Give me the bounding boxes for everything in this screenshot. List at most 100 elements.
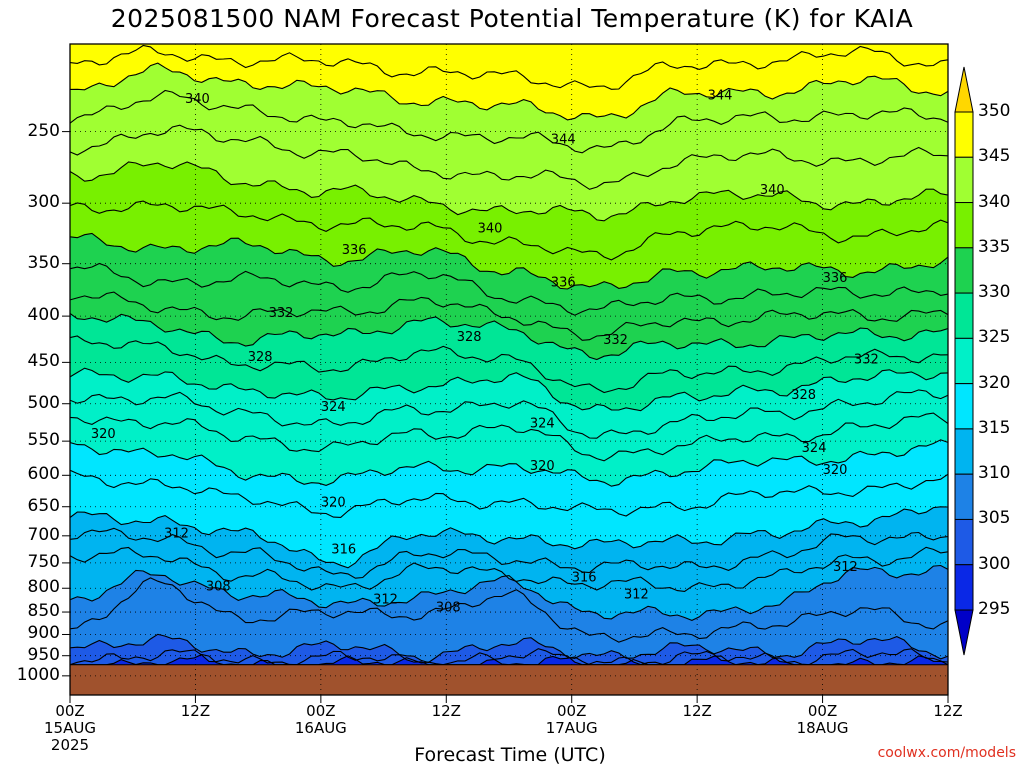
contour-label: 336 [342,243,367,258]
x-tick-line: 00Z [807,702,838,720]
colorbar-box-300 [954,518,974,566]
colorbar-box-325 [954,292,974,339]
isentrope-330 [70,313,948,361]
contour-label: 336 [551,275,576,290]
x-tick-line: 00Z [306,702,336,720]
colorbar-label: 335 [978,236,1011,257]
colorbar-top-arrow [954,66,974,113]
isentrope-328 [70,335,948,394]
isentrope-306 [70,633,948,664]
colorbar-label: 300 [978,553,1011,574]
contour-label: 324 [530,417,555,432]
isentrope-316 [70,506,948,569]
isentrope-344 [70,89,948,154]
contour-label: 336 [823,271,848,286]
isentrope-340 [70,161,948,222]
colorbar-box-305 [954,473,974,520]
isentrope-332 [70,291,948,341]
credit-link[interactable]: coolwx.com/models [877,745,1016,761]
x-tick-line: 00Z [55,702,85,720]
contour-label: 320 [91,427,116,442]
y-tick-label: 800 [27,577,60,598]
y-tick-label: 550 [27,430,60,451]
colorbar-bottom-arrow [954,609,974,656]
x-tick-label: 00Z 17AUG [532,703,612,737]
x-tick-line: 2025 [50,736,90,754]
colorbar-box-310 [954,428,974,475]
colorbar-box-315 [954,383,974,430]
x-tick-label: 00Z 16AUG [281,703,361,737]
colorbar-box-320 [954,337,974,385]
y-tick-label: 900 [27,623,60,644]
contour-label: 312 [833,560,858,575]
isentrope-318 [70,469,948,518]
colorbar-label: 340 [978,191,1011,212]
x-tick-label: 12Z [918,703,978,720]
y-tick-label: 750 [27,551,60,572]
y-tick-label: 700 [27,524,60,545]
contour-label: 328 [791,388,816,403]
x-tick-label: 00Z 15AUG 2025 [40,703,100,754]
x-tick-line: 00Z [557,702,587,720]
colorbar-box-340 [954,156,974,204]
contour-label: 328 [248,350,273,365]
x-tick-label: 12Z [657,703,737,720]
contour-label: 340 [185,92,210,107]
isentrope-342 [70,124,948,190]
y-tick-label: 350 [27,252,60,273]
isentrope-346 [70,62,948,121]
colorbar-label: 310 [978,463,1011,484]
colorbar-label: 330 [978,282,1011,303]
contour-label: 324 [321,400,346,415]
y-tick-label: 1000 [16,664,60,685]
colorbar-box-295 [954,564,974,611]
isentrope-348 [70,44,948,90]
contour-label: 308 [436,600,461,615]
isentrope-336 [70,232,948,290]
isentrope-312 [70,546,948,592]
x-tick-label: 00Z 18AUG [783,703,863,737]
colorbar-label: 315 [978,417,1011,438]
contour-label: 316 [331,543,356,558]
x-tick-line: 16AUG [294,719,347,737]
x-axis-label: Forecast Time (UTC) [414,744,606,766]
y-tick-label: 450 [27,351,60,372]
isentrope-314 [70,527,948,579]
x-tick-line: 15AUG [44,719,96,737]
contour-label: 328 [457,330,482,345]
contour-label: 344 [708,88,733,103]
isentrope-334 [70,262,948,316]
isentrope-310 [70,564,948,622]
isentrope-326 [70,367,948,412]
ground-surface [70,664,948,695]
contour-label: 332 [269,306,294,321]
contour-label: 312 [624,588,649,603]
contour-label: 320 [823,463,848,478]
contour-label: 320 [530,459,555,474]
colorbar-label: 320 [978,372,1011,393]
contour-label: 332 [854,353,879,368]
colorbar-label: 295 [978,599,1011,619]
x-tick-line: 12Z [933,702,963,720]
contour-label: 308 [206,579,231,594]
isentrope-322 [70,412,948,462]
colorbar-label: 305 [978,508,1011,529]
x-tick-line: 12Z [431,702,461,720]
y-tick-label: 850 [27,601,60,622]
colorbar-box-330 [954,247,974,294]
x-tick-label: 12Z [406,703,486,720]
contour-label: 332 [603,333,628,348]
isentrope-320 [70,439,948,487]
plot-frame [69,43,949,696]
y-tick-label: 950 [27,644,60,665]
isentrope-324 [70,389,948,439]
band-348 [70,44,948,90]
contour-label: 316 [572,570,597,585]
x-tick-line: 18AUG [796,719,849,737]
colorbar-label: 345 [978,146,1011,167]
y-tick-label: 600 [27,464,60,485]
chart-title: 2025081500 NAM Forecast Potential Temper… [110,4,914,33]
y-tick-label: 500 [27,392,60,413]
y-tick-label: 250 [27,120,60,141]
